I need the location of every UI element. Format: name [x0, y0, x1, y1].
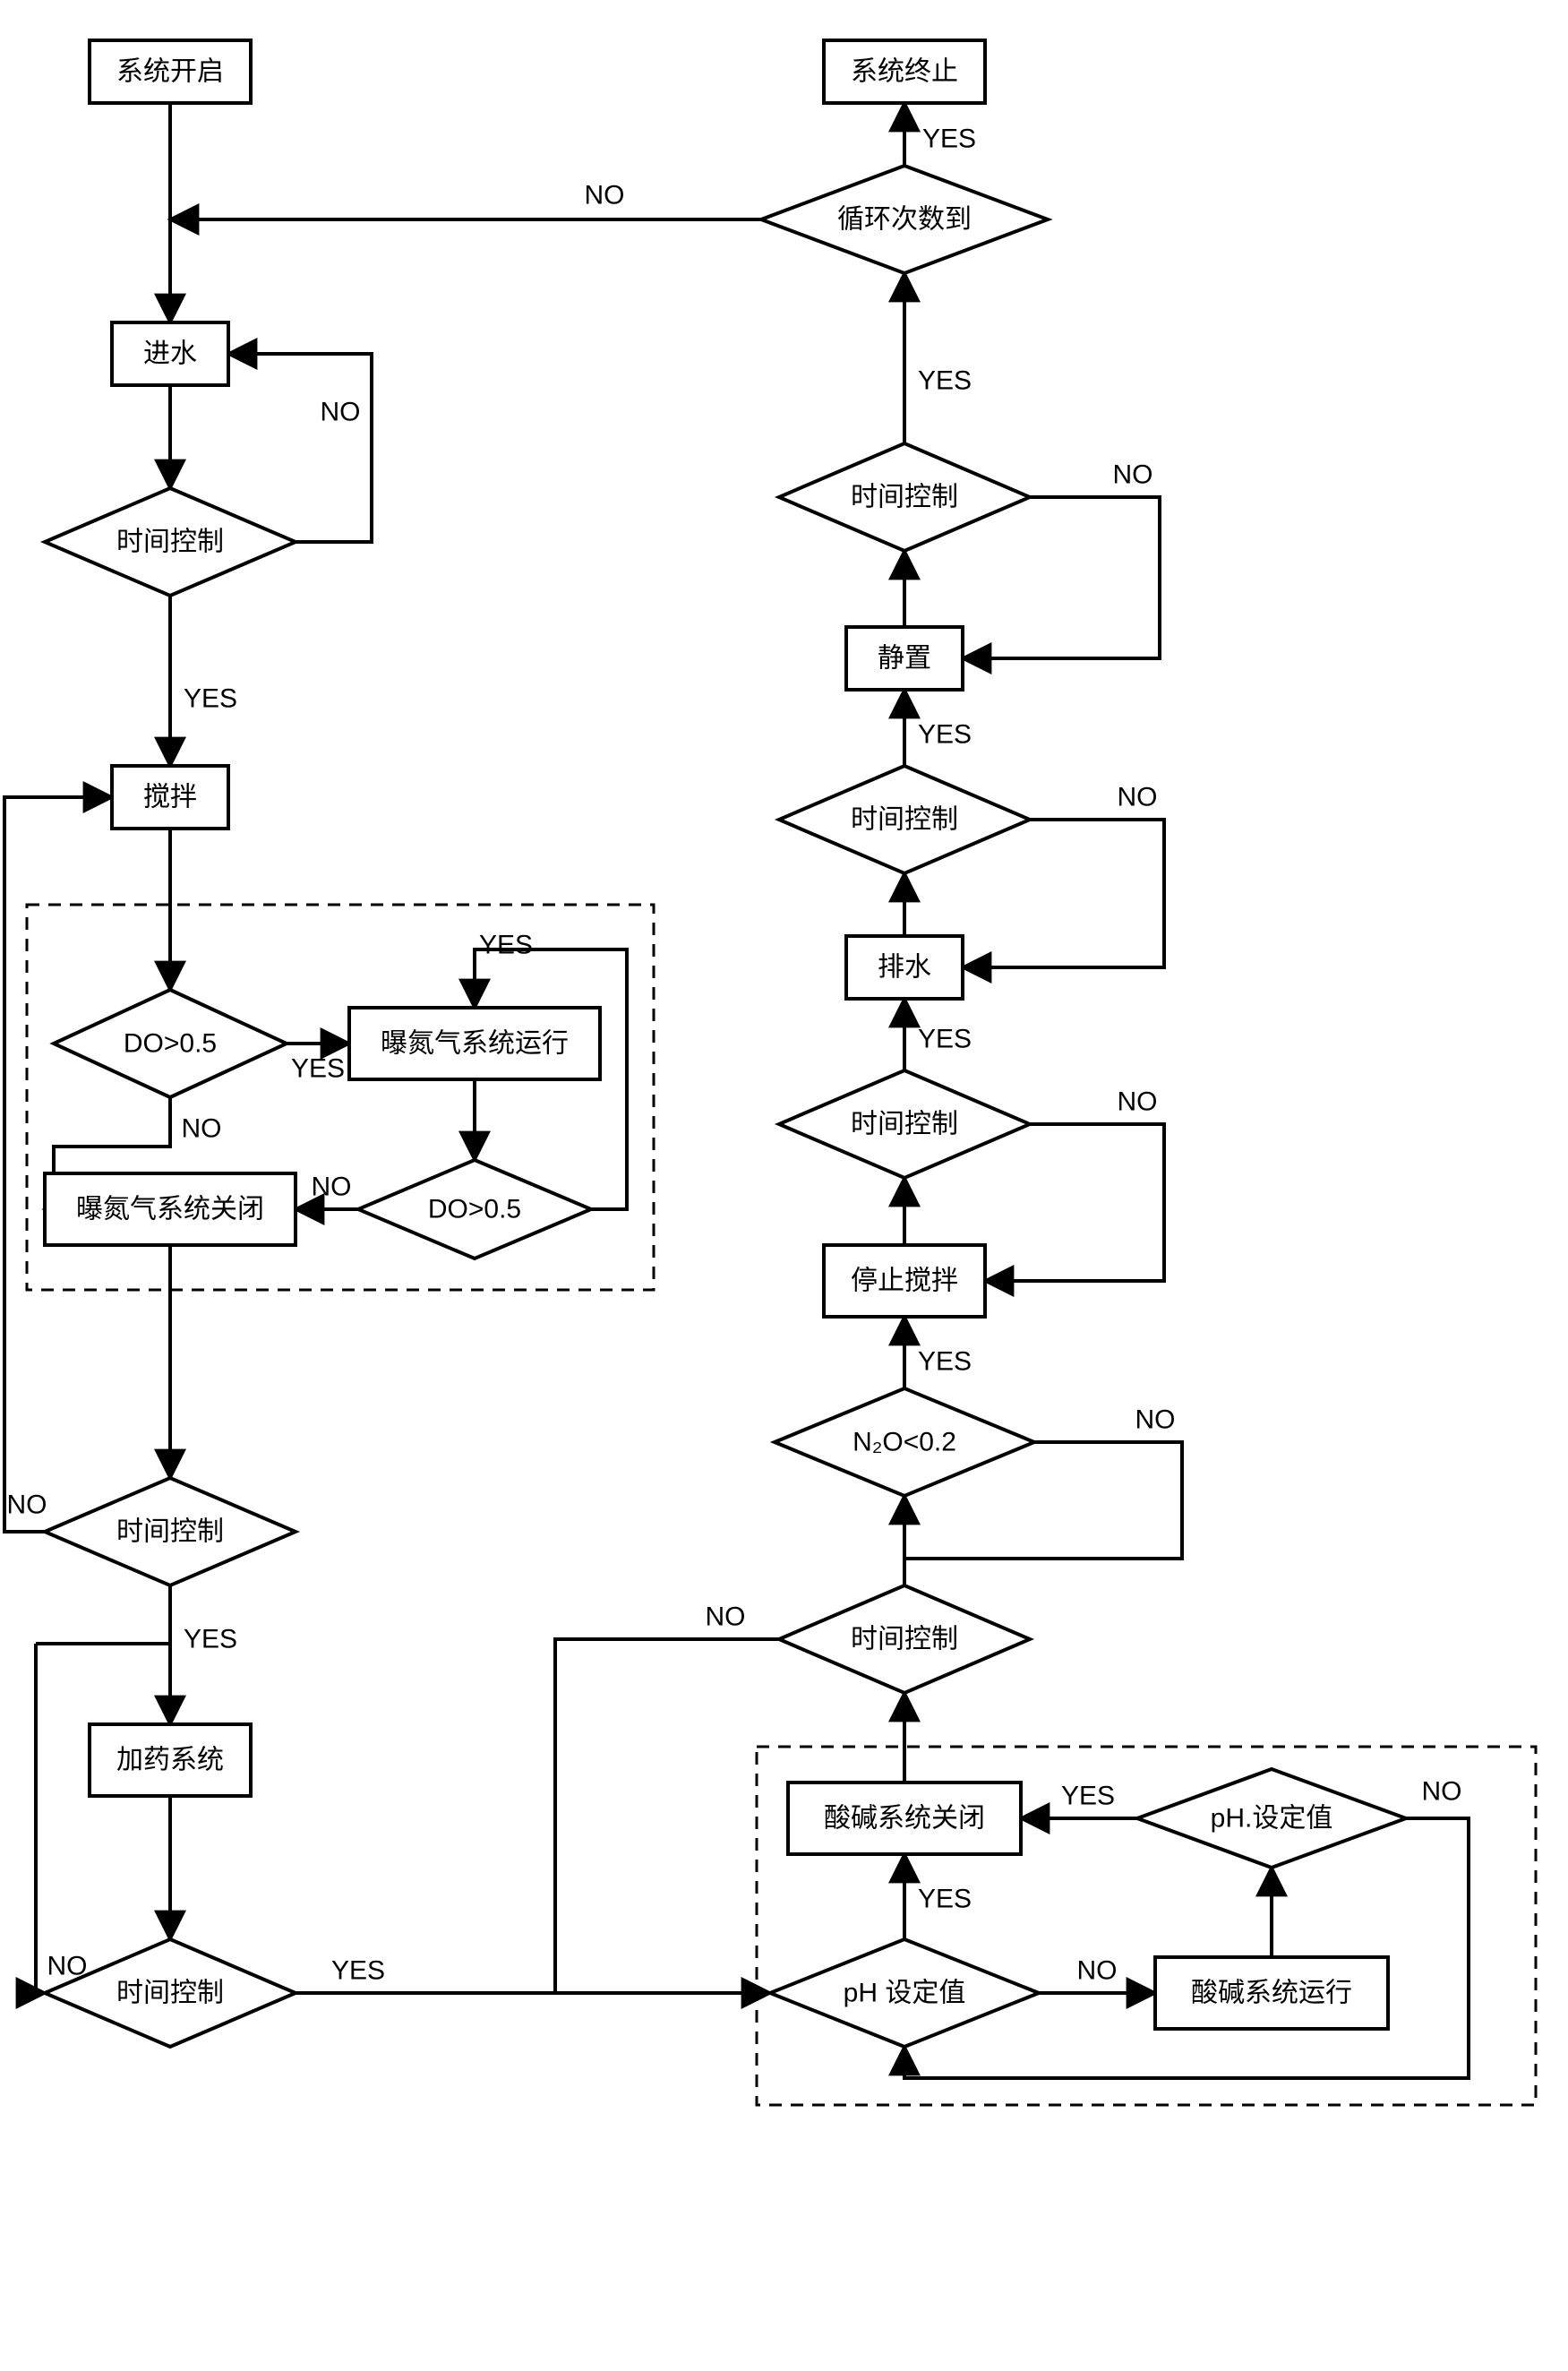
edge-e12: [4, 797, 112, 1532]
edge-label-e18: YES: [918, 1885, 972, 1914]
node-label-tc1: 时间控制: [116, 528, 224, 557]
edge-label-e32: NO: [1118, 783, 1158, 812]
node-label-tc4: 时间控制: [116, 1979, 224, 2008]
edge-label-e28: YES: [918, 1025, 972, 1054]
node-label-tc3: 时间控制: [116, 1517, 224, 1547]
edge-label-e35: NO: [1113, 460, 1153, 490]
node-label-n2_off: 曝氮气系统关闭: [76, 1195, 264, 1224]
node-label-ab_run: 酸碱系统运行: [1191, 1979, 1352, 2008]
edge-label-e20: YES: [1061, 1782, 1115, 1811]
node-label-ph2: pH.设定值: [1211, 1804, 1333, 1834]
edge-label-e31: YES: [918, 720, 972, 750]
node-label-dose: 加药系统: [116, 1746, 224, 1775]
edge-label-e23: NO: [706, 1602, 746, 1632]
edge-e29: [985, 1124, 1164, 1281]
edge-label-e37: NO: [585, 181, 625, 210]
edge-e21: [904, 1818, 1469, 2078]
node-label-inflow: 进水: [143, 339, 197, 369]
edge-label-e29: NO: [1118, 1087, 1158, 1117]
flowchart-canvas: NO YES YES NO NO YES NO YES NO YES NO YES YES NO NO YES…: [0, 0, 1568, 2371]
edge-label-e12: NO: [7, 1490, 47, 1520]
edge-e23: [555, 1639, 779, 1993]
node-label-n2o: N₂O<0.2: [853, 1428, 956, 1457]
node-label-do2: DO>0.5: [428, 1195, 521, 1224]
edge-label-e17: NO: [1077, 1956, 1118, 1986]
edge-label-e10: YES: [479, 931, 533, 960]
node-label-do1: DO>0.5: [124, 1029, 217, 1059]
edge-label-e9: NO: [312, 1173, 352, 1202]
edge-label-e13: YES: [184, 1625, 237, 1654]
edge-label-e3: NO: [321, 398, 361, 427]
edge-e3: [228, 354, 372, 542]
node-label-n2_run: 曝氮气系统运行: [381, 1029, 569, 1059]
edge-label-e21: NO: [1422, 1777, 1462, 1807]
edge-label-e7: NO: [182, 1114, 222, 1144]
edge-label-e25: YES: [918, 1347, 972, 1377]
node-label-ph1: pH 设定值: [844, 1979, 966, 2008]
edge-label-e34: YES: [918, 366, 972, 396]
edge-label-e6: YES: [291, 1054, 345, 1084]
node-label-loop_count: 循环次数到: [837, 205, 972, 235]
node-label-ab_off: 酸碱系统关闭: [824, 1804, 985, 1834]
node-label-sys_start: 系统开启: [116, 57, 224, 87]
node-label-stop_mix: 停止搅拌: [851, 1267, 958, 1296]
edge-label-e36: YES: [922, 125, 976, 154]
node-label-sys_stop: 系统终止: [851, 57, 958, 87]
node-label-tc5: 时间控制: [851, 1625, 958, 1654]
edge-label-e26: NO: [1135, 1405, 1176, 1435]
edge-label-e16: YES: [331, 1956, 385, 1986]
edge-e35: [963, 497, 1160, 658]
node-label-settle: 静置: [878, 644, 931, 674]
node-label-mix: 搅拌: [143, 783, 197, 812]
node-label-tc8: 时间控制: [851, 483, 958, 512]
node-label-tc7: 时间控制: [851, 805, 958, 835]
edge-e32: [963, 820, 1164, 967]
node-label-tc6: 时间控制: [851, 1110, 958, 1139]
node-label-drain: 排水: [878, 953, 931, 983]
edge-label-e4: YES: [184, 684, 237, 714]
